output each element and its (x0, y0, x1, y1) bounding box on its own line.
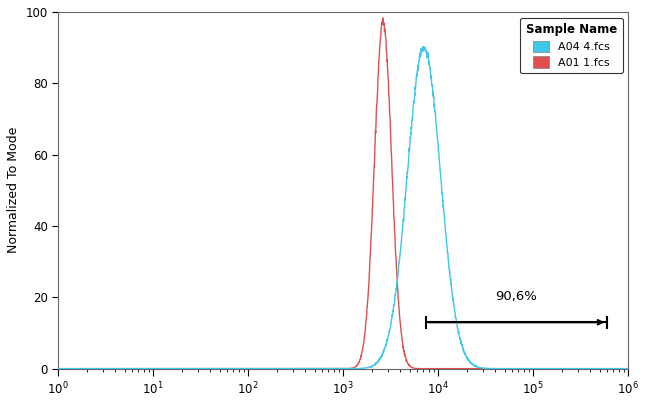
Text: 90,6%: 90,6% (495, 290, 537, 303)
Legend: A04 4.fcs, A01 1.fcs: A04 4.fcs, A01 1.fcs (520, 17, 623, 74)
Y-axis label: Normalized To Mode: Normalized To Mode (7, 127, 20, 253)
